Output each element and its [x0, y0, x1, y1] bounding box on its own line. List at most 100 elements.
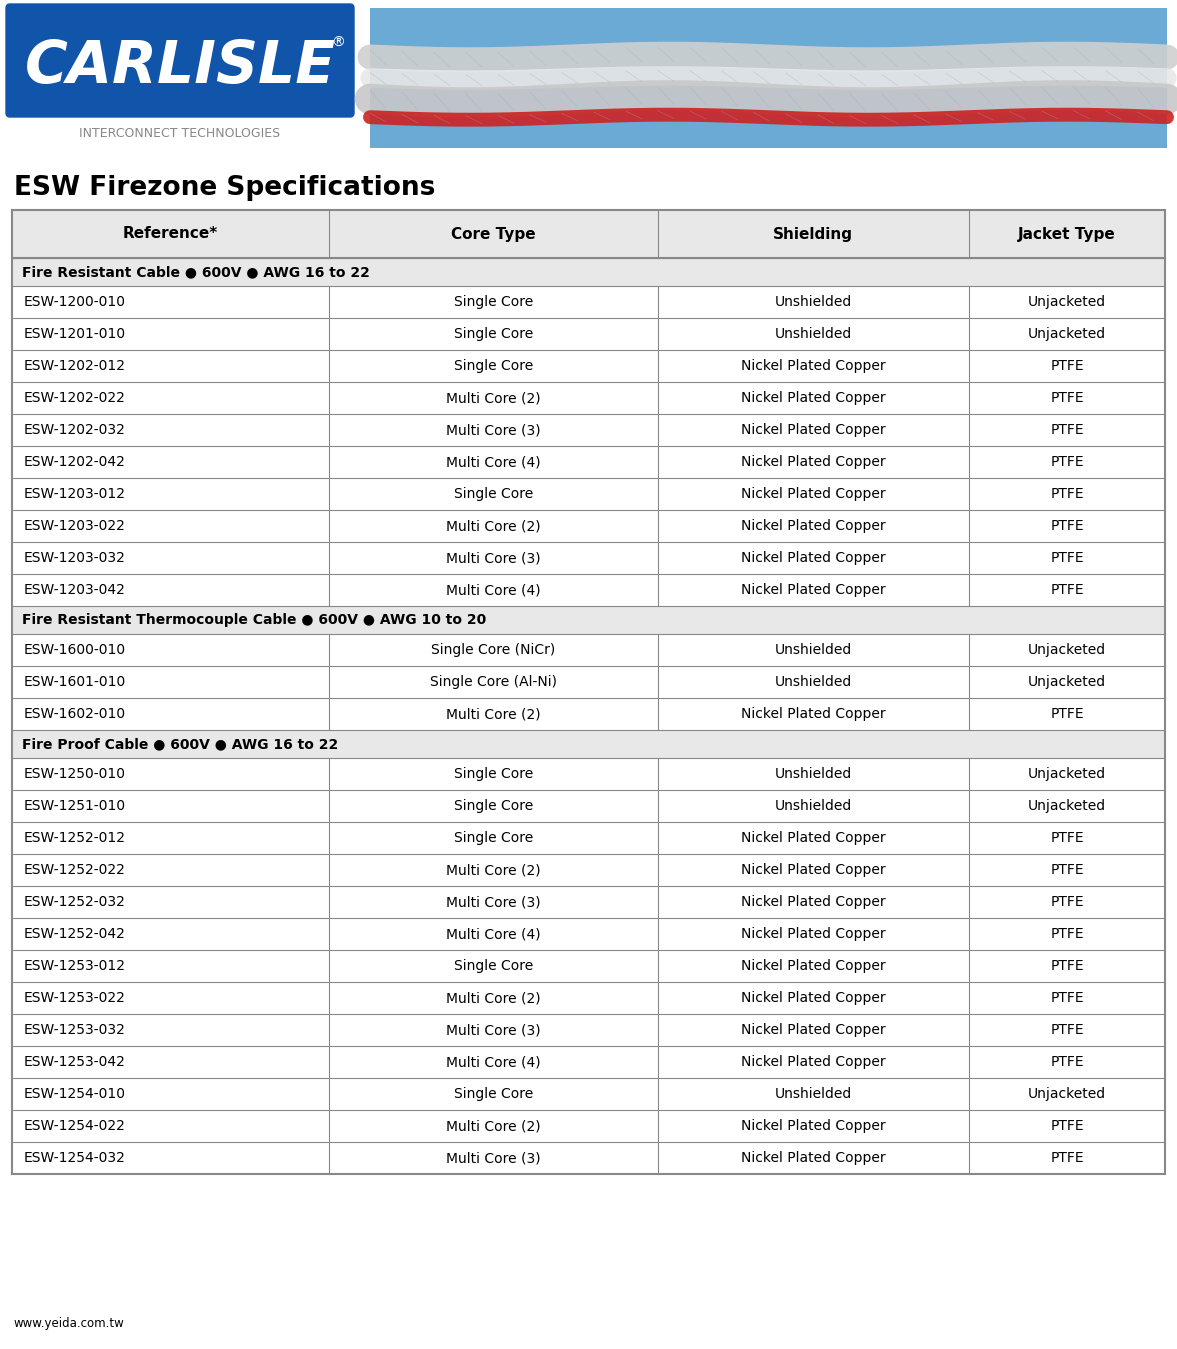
Text: Unshielded: Unshielded	[774, 1087, 852, 1101]
Bar	[330, 382, 658, 414]
Bar	[330, 950, 658, 982]
Text: PTFE: PTFE	[1050, 519, 1084, 533]
Text: Multi Core (3): Multi Core (3)	[446, 424, 540, 437]
Text: PTFE: PTFE	[1050, 959, 1084, 973]
Text: ESW-1202-042: ESW-1202-042	[24, 455, 126, 469]
Bar	[969, 854, 1165, 886]
Text: Nickel Plated Copper: Nickel Plated Copper	[742, 959, 885, 973]
Bar	[969, 1045, 1165, 1078]
Text: Single Core: Single Core	[454, 295, 533, 309]
Text: PTFE: PTFE	[1050, 1023, 1084, 1037]
Text: ESW-1250-010: ESW-1250-010	[24, 768, 126, 781]
Text: Multi Core (4): Multi Core (4)	[446, 455, 540, 469]
Bar	[12, 286, 330, 318]
Text: ESW-1202-012: ESW-1202-012	[24, 359, 126, 374]
Text: PTFE: PTFE	[1050, 455, 1084, 469]
Text: Fire Resistant Thermocouple Cable ● 600V ● AWG 10 to 20: Fire Resistant Thermocouple Cable ● 600V…	[22, 612, 486, 627]
Text: ESW-1253-042: ESW-1253-042	[24, 1055, 126, 1068]
Text: Unshielded: Unshielded	[774, 768, 852, 781]
Bar	[12, 666, 330, 697]
Bar	[12, 919, 330, 950]
Bar	[330, 1078, 658, 1110]
Text: PTFE: PTFE	[1050, 1151, 1084, 1166]
Bar	[658, 349, 969, 382]
Bar	[658, 919, 969, 950]
Text: Multi Core (2): Multi Core (2)	[446, 863, 540, 877]
Text: Nickel Plated Copper: Nickel Plated Copper	[742, 1151, 885, 1166]
Bar	[969, 666, 1165, 697]
Bar	[969, 575, 1165, 606]
Bar	[330, 854, 658, 886]
Bar	[658, 1014, 969, 1045]
Text: INTERCONNECT TECHNOLOGIES: INTERCONNECT TECHNOLOGIES	[79, 127, 280, 140]
Text: Single Core: Single Core	[454, 959, 533, 973]
Text: Nickel Plated Copper: Nickel Plated Copper	[742, 831, 885, 844]
Text: Multi Core (2): Multi Core (2)	[446, 992, 540, 1005]
Text: ESW-1254-032: ESW-1254-032	[24, 1151, 126, 1166]
Text: Nickel Plated Copper: Nickel Plated Copper	[742, 391, 885, 405]
Bar	[12, 758, 330, 791]
Text: PTFE: PTFE	[1050, 1120, 1084, 1133]
Bar	[330, 1110, 658, 1143]
Bar	[658, 854, 969, 886]
Text: Nickel Plated Copper: Nickel Plated Copper	[742, 519, 885, 533]
Text: PTFE: PTFE	[1050, 550, 1084, 565]
Text: Nickel Plated Copper: Nickel Plated Copper	[742, 992, 885, 1005]
Bar	[969, 414, 1165, 447]
Bar	[658, 1143, 969, 1174]
Bar	[330, 1045, 658, 1078]
Bar	[969, 758, 1165, 791]
Text: ESW-1202-032: ESW-1202-032	[24, 424, 126, 437]
Text: Nickel Plated Copper: Nickel Plated Copper	[742, 927, 885, 942]
Bar	[12, 982, 330, 1014]
Text: Nickel Plated Copper: Nickel Plated Copper	[742, 1055, 885, 1068]
Bar	[658, 318, 969, 349]
Text: Jacket Type: Jacket Type	[1018, 227, 1116, 241]
Text: Multi Core (2): Multi Core (2)	[446, 707, 540, 720]
Text: Unjacketed: Unjacketed	[1028, 674, 1106, 689]
Text: Single Core: Single Core	[454, 768, 533, 781]
Text: Multi Core (2): Multi Core (2)	[446, 391, 540, 405]
Bar	[658, 414, 969, 447]
Text: Reference*: Reference*	[122, 227, 218, 241]
Bar	[330, 318, 658, 349]
Text: Multi Core (4): Multi Core (4)	[446, 927, 540, 942]
Text: Nickel Plated Copper: Nickel Plated Copper	[742, 487, 885, 500]
Bar	[969, 542, 1165, 575]
Bar	[370, 8, 1168, 148]
Text: PTFE: PTFE	[1050, 831, 1084, 844]
Bar	[330, 1143, 658, 1174]
Bar	[658, 822, 969, 854]
Text: Multi Core (3): Multi Core (3)	[446, 1151, 540, 1166]
Text: Multi Core (3): Multi Core (3)	[446, 550, 540, 565]
Bar	[658, 575, 969, 606]
Text: Multi Core (2): Multi Core (2)	[446, 1120, 540, 1133]
Bar	[969, 1078, 1165, 1110]
Bar	[330, 575, 658, 606]
Text: Nickel Plated Copper: Nickel Plated Copper	[742, 863, 885, 877]
Bar	[12, 697, 330, 730]
Bar	[12, 822, 330, 854]
Bar	[330, 634, 658, 666]
Bar	[330, 478, 658, 510]
Bar	[12, 886, 330, 919]
Bar	[330, 1014, 658, 1045]
Bar	[658, 447, 969, 478]
Text: PTFE: PTFE	[1050, 1055, 1084, 1068]
Text: ESW-1251-010: ESW-1251-010	[24, 799, 126, 813]
Bar	[330, 791, 658, 822]
Text: PTFE: PTFE	[1050, 583, 1084, 598]
Bar	[969, 886, 1165, 919]
Bar	[658, 1045, 969, 1078]
Text: PTFE: PTFE	[1050, 894, 1084, 909]
Bar	[12, 258, 1165, 286]
Text: Nickel Plated Copper: Nickel Plated Copper	[742, 894, 885, 909]
Text: Core Type: Core Type	[451, 227, 536, 241]
Bar	[330, 447, 658, 478]
Bar	[969, 919, 1165, 950]
Text: Single Core: Single Core	[454, 359, 533, 374]
Text: Nickel Plated Copper: Nickel Plated Copper	[742, 550, 885, 565]
Bar	[969, 1110, 1165, 1143]
Text: ESW-1203-032: ESW-1203-032	[24, 550, 126, 565]
Bar	[330, 210, 658, 258]
